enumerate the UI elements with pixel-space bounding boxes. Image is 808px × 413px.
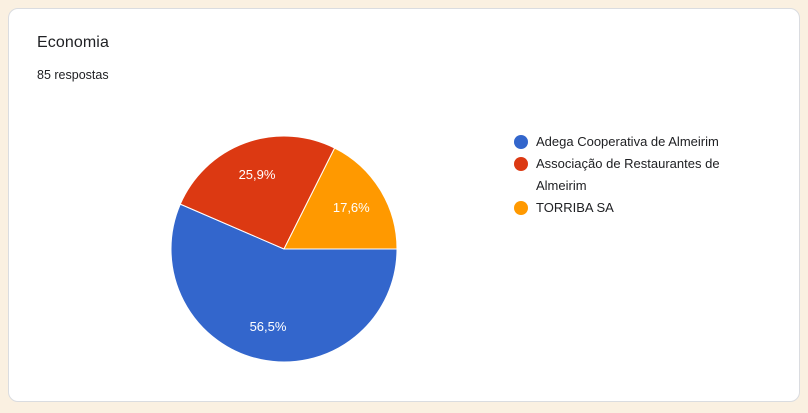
legend-label: TORRIBA SA — [536, 200, 614, 215]
legend-swatch-icon — [514, 135, 528, 149]
chart-legend: Adega Cooperativa de Almeirim Associação … — [514, 131, 779, 219]
responses-count: 85 respostas — [37, 68, 109, 82]
pie-slice-label: 56,5% — [250, 319, 287, 334]
pie-chart: 56,5% 25,9% 17,6% — [170, 135, 398, 363]
pie-slice-label: 17,6% — [333, 200, 370, 215]
pie-slice-label: 25,9% — [239, 167, 276, 182]
legend-item: Adega Cooperativa de Almeirim — [514, 131, 779, 153]
response-summary-card: Economia 85 respostas 56,5% 25,9% 17,6% Ad… — [8, 8, 800, 402]
legend-swatch-icon — [514, 157, 528, 171]
legend-item: Associação de Restaurantes de Almeirim — [514, 153, 779, 197]
legend-label: Adega Cooperativa de Almeirim — [536, 134, 719, 149]
pie-slice-2[interactable] — [179, 135, 336, 250]
legend-label: Associação de Restaurantes de Almeirim — [536, 156, 720, 193]
pie-slice-3[interactable] — [283, 147, 398, 250]
question-title: Economia — [37, 34, 109, 51]
legend-swatch-icon — [514, 201, 528, 215]
legend-item: TORRIBA SA — [514, 197, 779, 219]
pie-slice-1[interactable] — [170, 203, 398, 363]
